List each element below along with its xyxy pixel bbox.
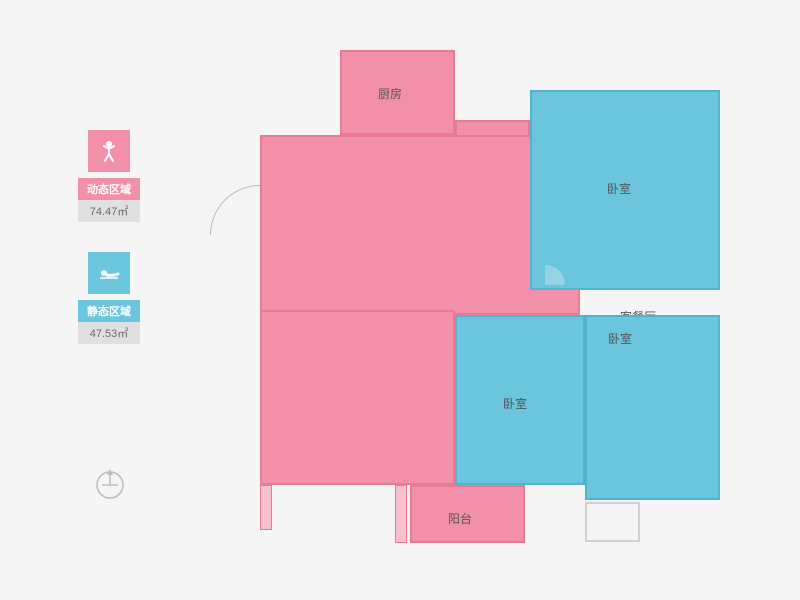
room-label-bedroom-3: 卧室: [608, 330, 632, 347]
room-label-balcony: 阳台: [448, 510, 472, 527]
balcony-rail: [585, 502, 640, 542]
room-living-lower: [260, 310, 455, 485]
floorplan: 厨房卫生间客餐厅阳台卧室卧室卧室: [240, 30, 750, 570]
wall-segment: [395, 485, 407, 543]
legend-static: 静态区域 47.53㎡: [78, 252, 140, 344]
legend-static-label: 静态区域: [78, 300, 140, 322]
wall-segment: [260, 485, 272, 530]
person-sleeping-icon: [88, 252, 130, 294]
legend-static-value: 47.53㎡: [78, 322, 140, 344]
door-swing-icon: [520, 260, 570, 310]
legend-dynamic-label: 动态区域: [78, 178, 140, 200]
compass-icon: [92, 465, 128, 501]
legend: 动态区域 74.47㎡ 静态区域 47.53㎡: [78, 130, 140, 374]
room-label-kitchen: 厨房: [378, 85, 402, 102]
person-dynamic-icon: [88, 130, 130, 172]
room-bedroom-3: [585, 315, 720, 500]
room-label-bedroom-2: 卧室: [503, 395, 527, 412]
room-label-bedroom-1: 卧室: [607, 180, 631, 197]
door-arc: [210, 185, 260, 235]
legend-dynamic: 动态区域 74.47㎡: [78, 130, 140, 222]
legend-dynamic-value: 74.47㎡: [78, 200, 140, 222]
